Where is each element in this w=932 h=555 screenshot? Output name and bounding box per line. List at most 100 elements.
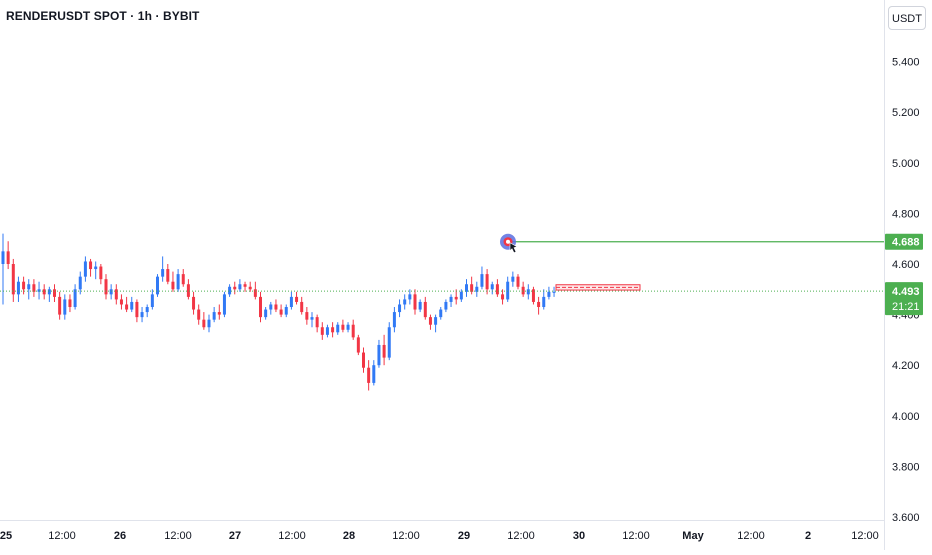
x-tick-label: 28 (343, 530, 355, 542)
candle-body (171, 281, 175, 290)
current-price-label: 4.493 (892, 286, 920, 298)
candle-body (253, 289, 257, 297)
candle-body (248, 286, 252, 290)
candle-body (423, 301, 427, 318)
candle-body (408, 294, 412, 300)
candle-body (439, 309, 443, 318)
candle-body (68, 299, 72, 308)
candle-body (145, 307, 149, 313)
x-tick-label: 12:00 (278, 530, 306, 542)
candle-body (356, 337, 360, 353)
candle-body (233, 286, 237, 290)
target-price-label-bg (885, 233, 923, 250)
candle-body (444, 301, 448, 310)
candle-body (27, 284, 31, 290)
x-tick-label: 26 (114, 530, 126, 542)
candle-body (367, 367, 371, 383)
candle-body (310, 317, 314, 320)
candle-body (6, 251, 10, 264)
candle-body (269, 304, 273, 310)
y-tick-label: 4.200 (892, 360, 920, 372)
candle-body (125, 304, 129, 310)
candle-body (279, 309, 283, 315)
candle-body (130, 301, 134, 310)
y-tick-label: 5.000 (892, 158, 920, 170)
candle-body (413, 294, 417, 310)
x-tick-label: May (682, 530, 704, 542)
candle-body (207, 319, 211, 328)
x-tick-label: 12:00 (507, 530, 535, 542)
candle-body (284, 307, 288, 315)
x-tick-label: 12:00 (164, 530, 192, 542)
x-tick-label: 27 (229, 530, 241, 542)
candle-body (377, 344, 381, 366)
candle-body (192, 296, 196, 310)
candle-body (341, 324, 345, 330)
candle-body (434, 317, 438, 325)
candle-body (274, 304, 278, 310)
target-marker-center (506, 239, 510, 244)
candle-body (542, 296, 546, 308)
x-tick-label: 12:00 (737, 530, 765, 542)
currency-button[interactable]: USDT (888, 6, 926, 30)
candle-body (99, 266, 103, 280)
candle-body (315, 317, 319, 328)
symbol-title: RENDERUSDT SPOT · 1h · BYBIT (6, 9, 200, 23)
x-tick-label: 12:00 (622, 530, 650, 542)
x-tick-label: 29 (458, 530, 470, 542)
candle-body (22, 281, 26, 290)
candle-body (480, 274, 484, 287)
candle-body (351, 324, 355, 338)
candle-body (428, 317, 432, 325)
candle-body (161, 269, 165, 277)
x-tick-label: 12:00 (851, 530, 879, 542)
candle-body (53, 289, 56, 297)
candle-body (47, 289, 51, 295)
candle-body (289, 296, 293, 308)
y-tick-label: 4.600 (892, 259, 920, 271)
candle-body (166, 269, 170, 282)
y-tick-label: 5.400 (892, 57, 920, 69)
candle-body (150, 294, 154, 308)
candle-body (197, 309, 201, 320)
x-tick-label: 2 (805, 530, 811, 542)
candle-body (16, 281, 20, 295)
candle-body (552, 291, 556, 293)
candle-body (73, 289, 77, 308)
candle-body (114, 289, 118, 300)
candle-body (32, 284, 36, 292)
candle-body (156, 276, 159, 295)
candle-body (490, 284, 494, 290)
candle-body (104, 279, 108, 295)
candle-body (495, 284, 499, 295)
candle-body (336, 324, 340, 333)
x-tick-label: 25 (0, 530, 12, 542)
candle-body (238, 284, 242, 290)
candle-body (181, 274, 185, 285)
candle-body (295, 296, 299, 302)
candle-body (119, 299, 123, 305)
candle-body (537, 301, 541, 308)
candle-body (418, 301, 422, 310)
candle-body (465, 284, 468, 292)
candle-body (217, 312, 221, 315)
candle-body (475, 286, 479, 292)
candle-body (387, 327, 391, 358)
candle-body (346, 324, 350, 330)
candle-body (202, 319, 206, 328)
candle-body (516, 276, 520, 287)
candle-body (305, 312, 309, 320)
candle-body (506, 281, 510, 300)
x-tick-label: 12:00 (392, 530, 420, 542)
candle-body (331, 327, 335, 333)
candle-body (11, 264, 15, 295)
candle-body (1, 251, 5, 264)
candle-body (454, 296, 458, 300)
candle-body (222, 294, 226, 315)
candle-body (37, 289, 41, 292)
y-tick-label: 4.800 (892, 208, 920, 220)
y-tick-label: 3.800 (892, 461, 920, 473)
candle-body (186, 284, 190, 297)
